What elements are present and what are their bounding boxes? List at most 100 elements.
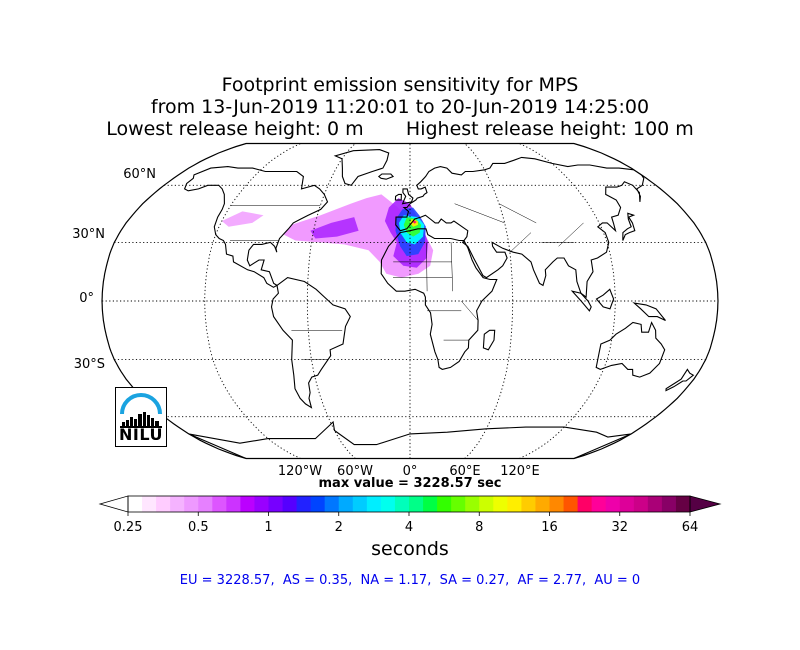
coastline-antarctica	[188, 420, 632, 459]
colorbar-swatch-34	[605, 496, 621, 512]
lon-label-120w: 120°W	[277, 464, 323, 479]
globe-area	[102, 143, 718, 459]
nilu-logo: NILU	[115, 387, 167, 447]
nilu-logo-text: NILU	[119, 425, 163, 444]
colorbar-swatch-0	[128, 496, 143, 512]
graticule	[102, 143, 718, 459]
lon-label-120e: 120°E	[500, 464, 540, 479]
colorbar-under-arrow	[98, 495, 129, 513]
colorbar-swatch-33	[591, 496, 607, 512]
coastline-japan	[622, 212, 636, 241]
colorbar-tick-label-5: 8	[475, 520, 484, 535]
colorbar-tick-label-0: 0.25	[113, 520, 143, 535]
colorbar-tick-label-8: 64	[681, 520, 699, 535]
border-line-13	[509, 232, 532, 253]
globe-outline	[101, 142, 719, 460]
colorbar-swatch-22	[437, 496, 452, 512]
colorbar-swatch-27	[507, 496, 522, 512]
colorbar	[98, 495, 722, 516]
coastline-new-zealand	[665, 368, 695, 392]
colorbar-tick-label-7: 32	[611, 520, 629, 535]
coastline-australia	[595, 321, 666, 378]
colorbar-swatch-2	[156, 496, 171, 512]
region-statistics: EU = 3228.57, AS = 0.35, NA = 1.17, SA =…	[179, 573, 641, 588]
colorbar-swatch-23	[451, 496, 466, 512]
colorbar-swatch-30	[549, 496, 564, 512]
colorbar-swatch-39	[675, 496, 691, 512]
colorbar-swatch-5	[198, 496, 213, 512]
coastline-north-america	[183, 166, 329, 288]
colorbar-swatch-12	[296, 496, 312, 512]
colorbar-swatch-6	[212, 496, 227, 512]
border-line-15	[461, 300, 479, 321]
colorbar-swatch-8	[240, 496, 255, 512]
coastline-ireland	[394, 193, 402, 201]
colorbar-swatch-38	[661, 496, 677, 512]
coastline-greenland	[333, 149, 390, 186]
colorbar-swatch-28	[521, 496, 536, 512]
colorbar-swatch-20	[409, 496, 424, 512]
colorbar-swatch-1	[142, 496, 157, 512]
sensitivity-plume	[221, 194, 434, 278]
colorbar-swatch-32	[577, 496, 593, 512]
colorbar-swatch-21	[423, 496, 438, 512]
coastline-eurasia	[395, 156, 645, 299]
lon-label-60w: 60°W	[337, 464, 373, 479]
lat-label-30s: 30°S	[73, 357, 105, 372]
colorbar-swatch-7	[226, 496, 241, 512]
colorbar-swatch-24	[465, 496, 480, 512]
colorbar-tick-label-2: 1	[264, 520, 273, 535]
meridian--60	[306, 143, 356, 459]
coastline-new-guinea	[632, 302, 666, 321]
coastline-great-britain	[401, 188, 414, 205]
colorbar-swatch-26	[493, 496, 508, 512]
colorbar-swatch-3	[170, 496, 185, 512]
colorbar-swatch-36	[633, 496, 649, 512]
lat-label-30n: 30°N	[72, 227, 105, 242]
lon-label-0: 0°	[402, 464, 418, 479]
colorbar-swatch-29	[535, 496, 550, 512]
colorbar-tick-label-1: 0.5	[187, 520, 209, 535]
colorbar-swatch-18	[380, 496, 396, 512]
colorbar-swatch-16	[352, 496, 368, 512]
border-line-14	[558, 222, 584, 247]
colorbar-swatch-17	[366, 496, 382, 512]
nilu-logo-graphic	[120, 393, 162, 428]
lat-label-60n: 60°N	[123, 167, 156, 182]
colorbar-tick-label-4: 4	[404, 520, 414, 535]
colorbar-swatch-15	[338, 496, 354, 512]
map-title-line-1: Footprint emission sensitivity for MPS	[221, 74, 579, 96]
colorbar-swatch-31	[563, 496, 578, 512]
coastline-south-america	[270, 277, 351, 409]
max-value-label: max value = 3228.57 sec	[318, 476, 502, 491]
colorbar-swatch-11	[282, 496, 297, 512]
colorbar-unit-label: seconds	[371, 538, 449, 560]
meridian--120	[204, 143, 301, 459]
colorbar-swatch-25	[479, 496, 494, 512]
lon-label-60e: 60°E	[449, 464, 481, 479]
border-line-2	[450, 242, 453, 292]
coastline-africa	[380, 228, 498, 370]
colorbar-swatch-37	[647, 496, 663, 512]
colorbar-swatch-13	[310, 496, 326, 512]
meridian-60	[464, 143, 514, 459]
coastline-madagascar	[482, 329, 496, 351]
colorbar-swatch-35	[619, 496, 635, 512]
border-line-6	[454, 203, 505, 224]
plume-patch-3	[310, 217, 359, 239]
colorbar-swatch-10	[268, 496, 283, 512]
lat-label-0: 0°	[79, 291, 94, 306]
map-title-line-2: from 13-Jun-2019 11:20:01 to 20-Jun-2019…	[150, 96, 650, 118]
map-title-line-3: Lowest release height: 0 m Highest relea…	[106, 118, 694, 140]
coastlines	[183, 149, 695, 459]
colorbar-swatch-19	[394, 496, 410, 512]
colorbar-over-arrow	[689, 495, 722, 513]
colorbar-swatch-14	[324, 496, 340, 512]
border-line-7	[498, 203, 537, 224]
colorbar-swatch-9	[254, 496, 269, 512]
colorbar-tick-label-6: 16	[541, 520, 558, 535]
coastline-borneo	[595, 288, 615, 310]
plume-patch-1	[221, 211, 264, 227]
colorbar-tick-label-3: 2	[334, 520, 343, 535]
